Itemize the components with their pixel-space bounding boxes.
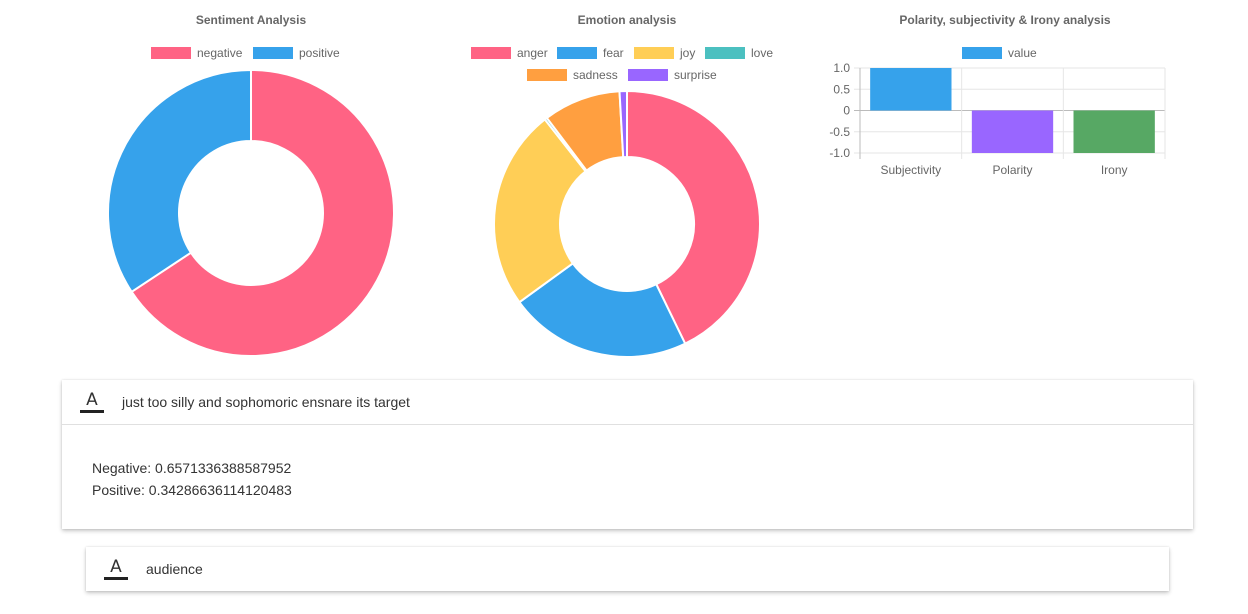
legend-swatch-positive xyxy=(253,47,293,59)
legend-item-surprise[interactable]: surprise xyxy=(628,68,717,82)
x-tick-label: Irony xyxy=(1101,163,1128,177)
emotion-slice-surprise[interactable] xyxy=(618,89,628,159)
legend-label-fear: fear xyxy=(603,46,624,60)
panel-header[interactable]: A audience xyxy=(86,547,1169,591)
legend-label-joy: joy xyxy=(680,46,696,60)
y-tick-label: 0.5 xyxy=(833,82,850,96)
legend-item-fear[interactable]: fear xyxy=(557,46,624,60)
text-format-icon: A xyxy=(80,391,104,413)
legend-item-joy[interactable]: joy xyxy=(634,46,695,60)
bar-subjectivity[interactable] xyxy=(870,68,952,111)
bar-polarity[interactable] xyxy=(971,110,1054,154)
legend-swatch-sadness xyxy=(527,69,567,81)
y-tick-label: 0 xyxy=(843,104,850,118)
sentiment-slice-positive[interactable] xyxy=(107,68,252,294)
panel-title: just too silly and sophomoric ensnare it… xyxy=(122,394,410,410)
legend-swatch-love xyxy=(705,47,745,59)
legend-swatch-negative xyxy=(151,47,191,59)
emotion-chart-title: Emotion analysis xyxy=(577,13,677,27)
legend-label-sadness: sadness xyxy=(573,68,618,82)
legend-swatch-surprise xyxy=(628,69,668,81)
polarity-chart-title: Polarity, subjectivity & Irony analysis xyxy=(899,13,1111,27)
sentiment-chart-title: Sentiment Analysis xyxy=(195,13,307,27)
bar-irony[interactable] xyxy=(1073,110,1155,154)
y-tick-label: -1.0 xyxy=(829,146,850,160)
legend-item-love[interactable]: love xyxy=(705,46,773,60)
positive-score: Positive: 0.34286636114120483 xyxy=(92,482,292,498)
x-tick-label: Polarity xyxy=(992,163,1032,177)
legend-swatch-joy xyxy=(634,47,674,59)
legend-label-positive: positive xyxy=(299,46,340,60)
emotion-slice-anger[interactable] xyxy=(626,89,761,345)
panel-header[interactable]: A just too silly and sophomoric ensnare … xyxy=(62,380,1193,424)
y-tick-label: -0.5 xyxy=(829,125,850,139)
x-tick-label: Subjectivity xyxy=(880,163,941,177)
legend-item-sadness[interactable]: sadness xyxy=(527,68,618,82)
legend-swatch-value xyxy=(962,47,1002,59)
legend-swatch-anger xyxy=(471,47,511,59)
legend-label-negative: negative xyxy=(197,46,243,60)
legend-label-surprise: surprise xyxy=(674,68,717,82)
legend-item-positive[interactable]: positive xyxy=(253,46,340,60)
panel-body: Negative: 0.6571336388587952 Positive: 0… xyxy=(62,424,1193,501)
legend-label-anger: anger xyxy=(517,46,548,60)
sentiment-slice-negative[interactable] xyxy=(130,68,395,357)
legend-item-anger[interactable]: anger xyxy=(471,46,548,60)
negative-score: Negative: 0.6571336388587952 xyxy=(92,460,292,476)
legend-item-negative[interactable]: negative xyxy=(151,46,242,60)
emotion-slice-fear[interactable] xyxy=(518,261,687,358)
legend-item-value[interactable]: value xyxy=(962,46,1037,60)
legend-label-love: love xyxy=(751,46,774,60)
text-format-icon: A xyxy=(104,558,128,580)
text-analysis-panel-collapsed: A audience xyxy=(86,547,1169,591)
emotion-slice-joy[interactable] xyxy=(493,118,588,304)
y-tick-label: 1.0 xyxy=(833,61,850,75)
panel-title: audience xyxy=(146,561,203,577)
legend-label-value: value xyxy=(1008,46,1037,60)
legend-swatch-fear xyxy=(557,47,597,59)
text-analysis-panel: A just too silly and sophomoric ensnare … xyxy=(62,380,1193,529)
